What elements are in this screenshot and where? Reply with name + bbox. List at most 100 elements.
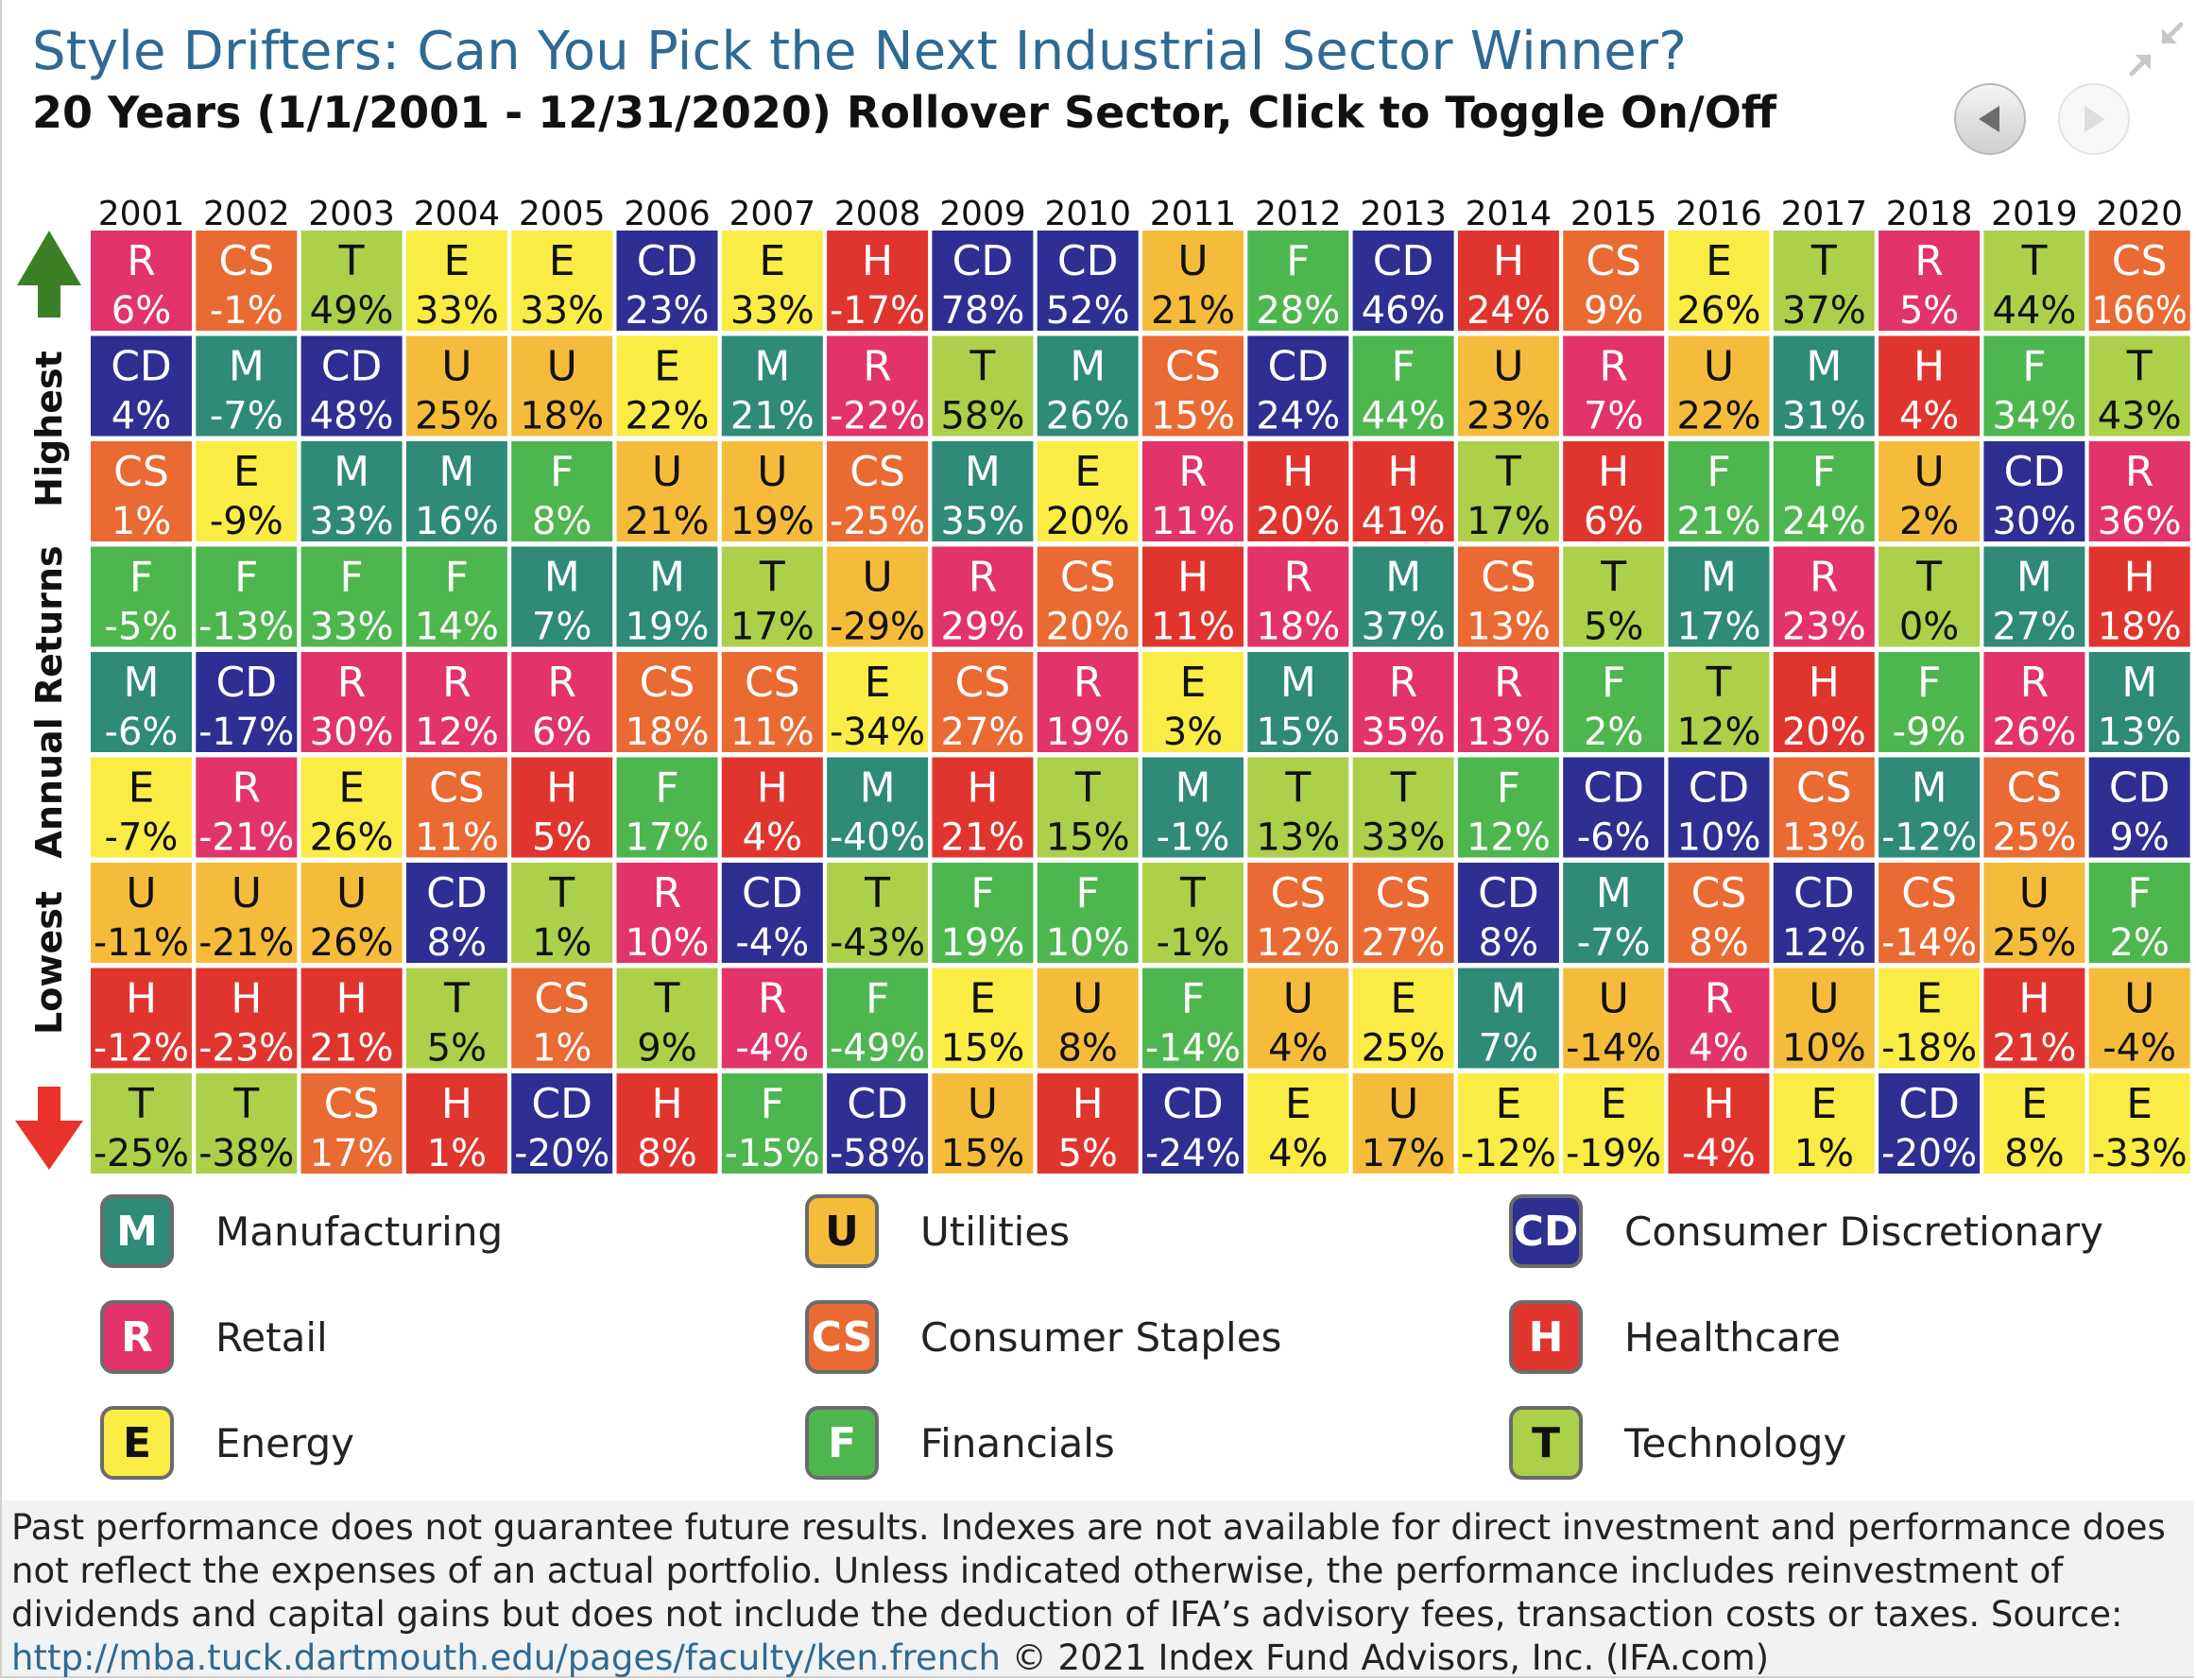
sector-cell[interactable]: H18%: [2088, 546, 2190, 649]
sector-cell[interactable]: T9%: [616, 968, 718, 1071]
collapse-arrows-icon[interactable]: [2126, 19, 2187, 79]
sector-cell[interactable]: U2%: [1879, 441, 1981, 543]
legend-item-energy[interactable]: E Energy: [100, 1406, 354, 1480]
sector-cell[interactable]: E8%: [1983, 1073, 2085, 1175]
sector-cell[interactable]: H-17%: [827, 231, 929, 333]
sector-cell[interactable]: H-12%: [91, 968, 192, 1071]
sector-cell[interactable]: M7%: [1457, 968, 1559, 1071]
sector-cell[interactable]: F17%: [616, 757, 718, 860]
sector-cell[interactable]: M-7%: [1563, 863, 1665, 965]
legend-item-financials[interactable]: F Financials: [805, 1406, 1115, 1480]
sector-cell[interactable]: U18%: [511, 335, 613, 438]
sector-cell[interactable]: T5%: [405, 968, 507, 1071]
sector-cell[interactable]: M-6%: [91, 652, 192, 754]
sector-cell[interactable]: T37%: [1773, 231, 1875, 333]
sector-cell[interactable]: R29%: [932, 546, 1034, 649]
sector-cell[interactable]: E15%: [932, 968, 1034, 1071]
legend-item-consumer-discretionary[interactable]: CD Consumer Discretionary: [1509, 1194, 2103, 1268]
sector-cell[interactable]: U21%: [616, 441, 718, 543]
sector-cell[interactable]: M-12%: [1879, 757, 1981, 860]
legend-item-consumer-staples[interactable]: CS Consumer Staples: [805, 1300, 1281, 1374]
sector-cell[interactable]: H20%: [1247, 441, 1349, 543]
sector-cell[interactable]: CD-17%: [196, 652, 298, 754]
sector-cell[interactable]: M27%: [1983, 546, 2085, 649]
sector-cell[interactable]: F12%: [1457, 757, 1559, 860]
sector-cell[interactable]: CD9%: [2088, 757, 2190, 860]
sector-cell[interactable]: U-11%: [91, 863, 192, 965]
sector-cell[interactable]: CS9%: [1563, 231, 1665, 333]
sector-cell[interactable]: F33%: [300, 546, 403, 649]
sector-cell[interactable]: U23%: [1457, 335, 1559, 438]
sector-cell[interactable]: E1%: [1773, 1073, 1875, 1175]
sector-cell[interactable]: E-7%: [91, 757, 192, 860]
sector-cell[interactable]: M37%: [1352, 546, 1454, 649]
sector-cell[interactable]: H4%: [721, 757, 823, 860]
sector-cell[interactable]: M7%: [511, 546, 613, 649]
sector-cell[interactable]: H6%: [1563, 441, 1665, 543]
sector-cell[interactable]: F2%: [2088, 863, 2190, 965]
sector-cell[interactable]: CD8%: [405, 863, 507, 965]
legend-item-technology[interactable]: T Technology: [1509, 1406, 1846, 1480]
sector-cell[interactable]: F19%: [932, 863, 1034, 965]
sector-cell[interactable]: R5%: [1879, 231, 1981, 333]
sector-cell[interactable]: T-38%: [196, 1073, 298, 1175]
sector-cell[interactable]: R13%: [1457, 652, 1559, 754]
sector-cell[interactable]: R11%: [1142, 441, 1244, 543]
sector-cell[interactable]: F-49%: [827, 968, 929, 1071]
sector-cell[interactable]: M-7%: [196, 335, 298, 438]
sector-cell[interactable]: R-21%: [196, 757, 298, 860]
sector-cell[interactable]: M33%: [300, 441, 403, 543]
sector-cell[interactable]: CD-4%: [721, 863, 823, 965]
sector-cell[interactable]: E22%: [616, 335, 718, 438]
sector-cell[interactable]: T5%: [1563, 546, 1665, 649]
sector-cell[interactable]: M15%: [1247, 652, 1349, 754]
sector-cell[interactable]: R18%: [1247, 546, 1349, 649]
sector-cell[interactable]: U-21%: [196, 863, 298, 965]
sector-cell[interactable]: R19%: [1037, 652, 1139, 754]
sector-cell[interactable]: U21%: [1142, 231, 1244, 333]
sector-cell[interactable]: H4%: [1879, 335, 1981, 438]
sector-cell[interactable]: U22%: [1668, 335, 1770, 438]
sector-cell[interactable]: H1%: [405, 1073, 507, 1175]
sector-cell[interactable]: E-18%: [1879, 968, 1981, 1071]
sector-cell[interactable]: H41%: [1352, 441, 1454, 543]
sector-cell[interactable]: H21%: [932, 757, 1034, 860]
sector-cell[interactable]: R6%: [91, 231, 192, 333]
sector-cell[interactable]: R-4%: [721, 968, 823, 1071]
sector-cell[interactable]: H24%: [1457, 231, 1559, 333]
sector-cell[interactable]: U25%: [1983, 863, 2085, 965]
sector-cell[interactable]: R36%: [2088, 441, 2190, 543]
sector-cell[interactable]: T58%: [932, 335, 1034, 438]
sector-cell[interactable]: E20%: [1037, 441, 1139, 543]
sector-cell[interactable]: H20%: [1773, 652, 1875, 754]
sector-cell[interactable]: E3%: [1142, 652, 1244, 754]
sector-cell[interactable]: U-4%: [2088, 968, 2190, 1071]
sector-cell[interactable]: M26%: [1037, 335, 1139, 438]
sector-cell[interactable]: T49%: [300, 231, 403, 333]
sector-cell[interactable]: E26%: [1668, 231, 1770, 333]
sector-cell[interactable]: F8%: [511, 441, 613, 543]
sector-cell[interactable]: E-33%: [2088, 1073, 2190, 1175]
sector-cell[interactable]: T44%: [1983, 231, 2085, 333]
sector-cell[interactable]: R30%: [300, 652, 403, 754]
sector-cell[interactable]: U15%: [932, 1073, 1034, 1175]
sector-cell[interactable]: F21%: [1668, 441, 1770, 543]
sector-cell[interactable]: M-40%: [827, 757, 929, 860]
sector-cell[interactable]: CS-25%: [827, 441, 929, 543]
sector-cell[interactable]: F-15%: [721, 1073, 823, 1175]
sector-cell[interactable]: H8%: [616, 1073, 718, 1175]
sector-cell[interactable]: CD-58%: [827, 1073, 929, 1175]
sector-cell[interactable]: T17%: [721, 546, 823, 649]
sector-cell[interactable]: E26%: [300, 757, 403, 860]
sector-cell[interactable]: CS1%: [511, 968, 613, 1071]
